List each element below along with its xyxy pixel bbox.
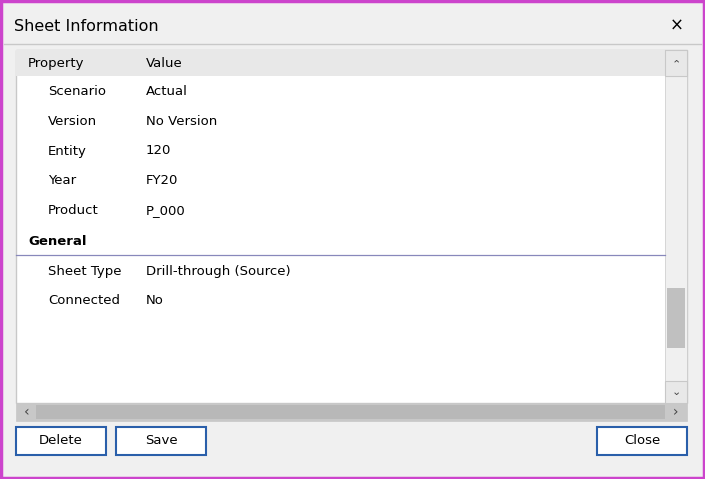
Text: ‹: ‹ (24, 405, 30, 419)
Text: Connected: Connected (48, 295, 120, 308)
FancyBboxPatch shape (665, 76, 687, 403)
FancyBboxPatch shape (116, 427, 206, 455)
Text: Drill-through (Source): Drill-through (Source) (146, 264, 290, 277)
Text: Property: Property (28, 57, 85, 69)
Text: FY20: FY20 (146, 174, 178, 187)
FancyBboxPatch shape (667, 288, 685, 348)
Text: General: General (28, 235, 87, 248)
Text: ⌃: ⌃ (671, 59, 681, 69)
Text: P_000: P_000 (146, 205, 185, 217)
Text: Close: Close (624, 434, 660, 447)
FancyBboxPatch shape (16, 50, 687, 403)
Text: Product: Product (48, 205, 99, 217)
Text: No Version: No Version (146, 114, 217, 127)
Text: ⌄: ⌄ (671, 387, 681, 397)
Text: Entity: Entity (48, 145, 87, 158)
Text: 120: 120 (146, 145, 171, 158)
Text: Delete: Delete (39, 434, 83, 447)
Text: Version: Version (48, 114, 97, 127)
FancyBboxPatch shape (16, 427, 106, 455)
Text: Year: Year (48, 174, 76, 187)
Text: Value: Value (146, 57, 183, 69)
Text: ›: › (673, 405, 679, 419)
Text: Save: Save (145, 434, 178, 447)
Text: Sheet Information: Sheet Information (14, 19, 159, 34)
FancyBboxPatch shape (36, 405, 665, 419)
Text: ×: × (670, 17, 684, 35)
FancyBboxPatch shape (16, 50, 665, 76)
Text: Scenario: Scenario (48, 84, 106, 98)
FancyBboxPatch shape (597, 427, 687, 455)
Text: Sheet Type: Sheet Type (48, 264, 121, 277)
Text: Actual: Actual (146, 84, 188, 98)
Text: No: No (146, 295, 164, 308)
FancyBboxPatch shape (665, 381, 687, 403)
FancyBboxPatch shape (16, 403, 687, 421)
FancyBboxPatch shape (665, 50, 687, 76)
